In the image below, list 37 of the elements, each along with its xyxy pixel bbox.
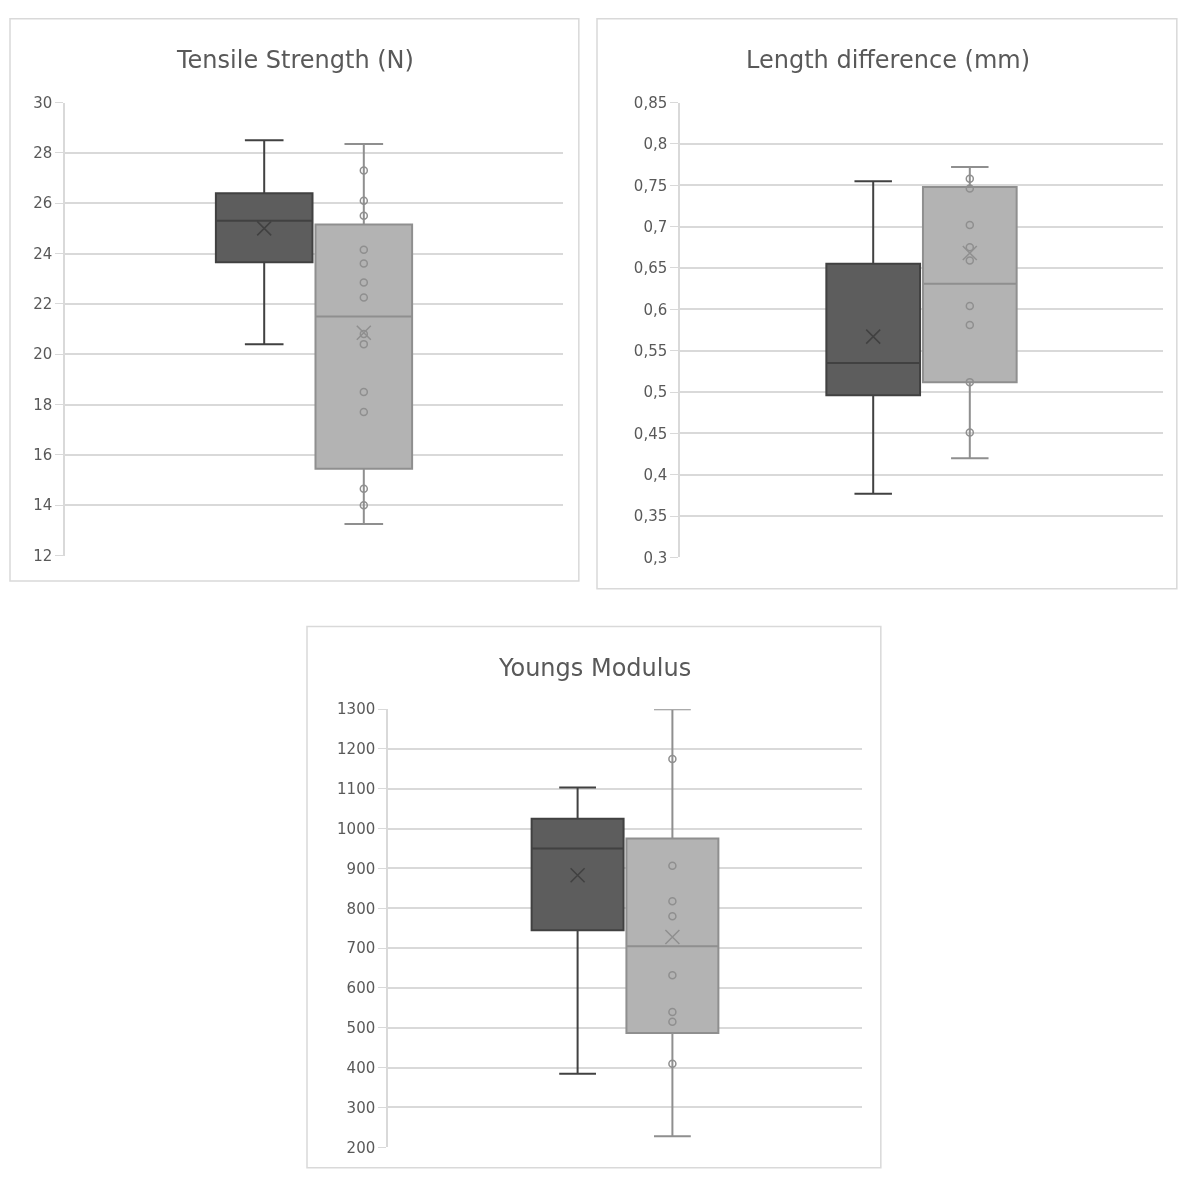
y-tick-label: 500 xyxy=(346,1019,376,1038)
y-tick-label: 1000 xyxy=(337,819,376,838)
y-tick-label: 700 xyxy=(346,939,376,958)
y-tick-label: 0,5 xyxy=(643,383,668,402)
y-tick-label: 0,8 xyxy=(643,135,668,154)
y-tick-label: 900 xyxy=(346,859,376,878)
y-tick-label: 22 xyxy=(33,295,53,314)
y-tick-label: 0,55 xyxy=(633,341,668,360)
y-tick-label: 12 xyxy=(33,546,53,565)
y-tick-label: 0,35 xyxy=(633,507,668,526)
y-tick-label: 0,45 xyxy=(633,424,668,443)
y-tick-label: 0,4 xyxy=(643,466,668,485)
y-tick-label: 0,65 xyxy=(633,259,668,278)
y-tick-label: 0,85 xyxy=(633,93,668,112)
y-tick-label: 600 xyxy=(346,979,376,998)
y-tick-label: 18 xyxy=(33,395,53,414)
y-tick-label: 1200 xyxy=(337,740,376,759)
y-tick-label: 0,6 xyxy=(643,300,668,319)
y-tick-label: 1300 xyxy=(337,700,376,719)
y-tick-label: 800 xyxy=(346,899,376,918)
y-tick-label: 26 xyxy=(33,194,53,213)
y-tick-label: 300 xyxy=(346,1098,376,1117)
y-tick-label: 30 xyxy=(33,93,53,112)
chart-title: Tensile Strength (N) xyxy=(176,46,414,74)
y-tick-label: 200 xyxy=(346,1138,376,1157)
y-tick-label: 0,75 xyxy=(633,176,668,195)
y-tick-label: 1100 xyxy=(337,780,376,799)
y-tick-label: 0,7 xyxy=(643,217,668,236)
chart-title: Length difference (mm) xyxy=(746,46,1031,74)
y-tick-label: 0,3 xyxy=(643,548,668,567)
y-tick-label: 24 xyxy=(33,244,53,263)
y-tick-label: 20 xyxy=(33,345,53,364)
y-tick-label: 16 xyxy=(33,446,53,465)
chart-title: Youngs Modulus xyxy=(498,654,692,682)
y-tick-label: 400 xyxy=(346,1058,376,1077)
y-tick-label: 28 xyxy=(33,144,53,163)
y-tick-label: 14 xyxy=(33,496,53,515)
